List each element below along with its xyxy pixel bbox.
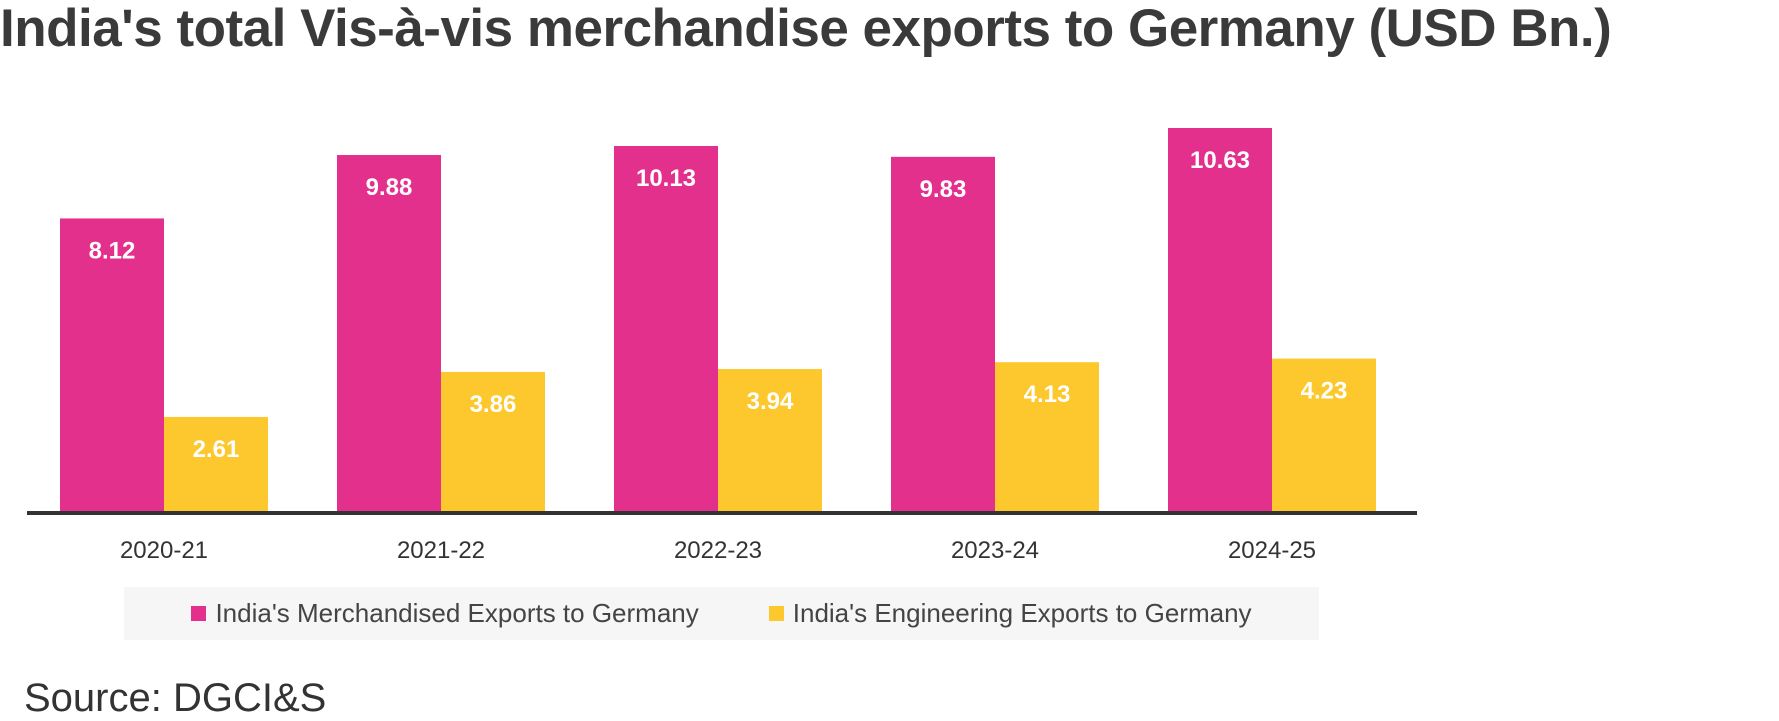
bar-s0-2020-21	[60, 218, 164, 512]
legend-label-merchandised: India's Merchandised Exports to Germany	[215, 598, 699, 628]
bar-s0-2024-25	[1168, 128, 1272, 511]
bar-s0-2022-23	[614, 146, 718, 511]
chart-title: India's total Vis-à-vis merchandise expo…	[0, 0, 1612, 58]
bar-value-label: 9.83	[920, 176, 967, 203]
bar-value-label: 8.12	[89, 237, 136, 264]
bar-value-label: 3.86	[470, 391, 517, 418]
x-tick-label: 2023-24	[951, 537, 1039, 564]
bar-s1-2021-22	[441, 371, 545, 511]
bar-s1-2023-24	[995, 362, 1099, 511]
x-axis-ticks: 2020-21 2021-22 2022-23 2023-24 2024-25	[120, 537, 1316, 564]
bar-value-label: 4.13	[1024, 381, 1071, 408]
legend-item-merchandised: India's Merchandised Exports to Germany	[191, 598, 699, 629]
bar-labels-group: 8.12 2.61 9.88 3.86 10.13 3.94 9.83 4.13 10.63 4.…	[89, 147, 1348, 463]
bar-s1-2020-21	[164, 416, 268, 511]
legend-swatch-merchandised	[191, 606, 207, 621]
bar-value-label: 9.88	[366, 174, 413, 201]
x-tick-label: 2021-22	[397, 537, 485, 564]
legend-label-engineering: India's Engineering Exports to Germany	[792, 598, 1252, 628]
source-note: Source: DGCI&S	[24, 676, 327, 720]
x-tick-label: 2022-23	[674, 537, 762, 564]
bar-value-label: 2.61	[193, 436, 240, 463]
bar-s1-2022-23	[718, 369, 822, 511]
bar-s1-2024-25	[1272, 358, 1376, 511]
x-tick-label: 2024-25	[1228, 537, 1316, 564]
bar-value-label: 10.63	[1190, 147, 1250, 174]
legend-item-engineering: India's Engineering Exports to Germany	[768, 598, 1252, 629]
x-tick-label: 2020-21	[120, 537, 208, 564]
legend-swatch-engineering	[768, 606, 784, 621]
legend: India's Merchandised Exports to Germany …	[124, 587, 1319, 640]
bar-value-label: 10.13	[636, 165, 696, 192]
bar-value-label: 3.94	[747, 388, 794, 415]
bars-group	[60, 128, 1376, 512]
bar-chart: 8.12 2.61 9.88 3.86 10.13 3.94 9.83 4.13 10.63 4.…	[27, 128, 1417, 564]
bar-s0-2021-22	[337, 155, 441, 511]
bar-s0-2023-24	[891, 156, 995, 511]
bar-value-label: 4.23	[1301, 378, 1348, 405]
